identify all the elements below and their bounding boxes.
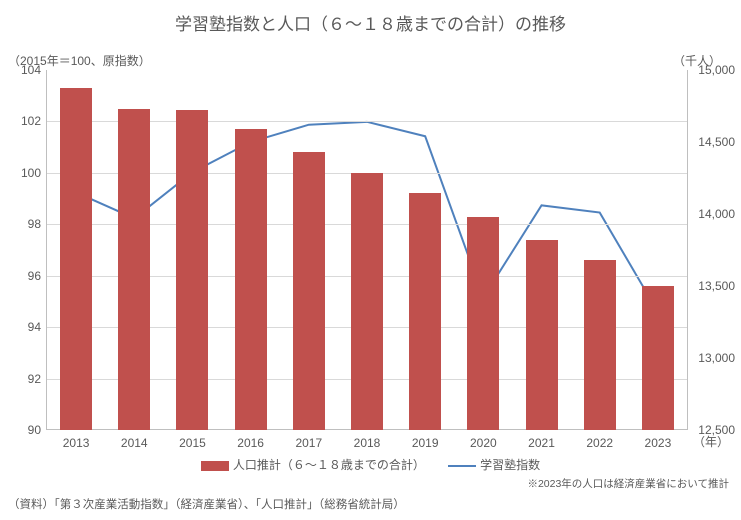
x-category-label: 2021	[513, 436, 571, 450]
y-tick-left: 90	[11, 424, 41, 436]
y-tick-right: 13,500	[691, 280, 735, 292]
y-tick-right: 12,500	[691, 424, 735, 436]
x-category-label: 2020	[454, 436, 512, 450]
bar	[176, 110, 208, 430]
y-tick-left: 92	[11, 373, 41, 385]
x-category-label: 2014	[105, 436, 163, 450]
y-tick-right: 14,500	[691, 136, 735, 148]
x-category-label: 2016	[222, 436, 280, 450]
bar	[642, 286, 674, 430]
bar	[526, 240, 558, 430]
legend: 人口推計（６～１８歳までの合計） 学習塾指数	[0, 456, 741, 473]
bar	[118, 109, 150, 430]
bar	[351, 173, 383, 430]
y-tick-right: 15,000	[691, 64, 735, 76]
y-tick-left: 102	[11, 115, 41, 127]
x-category-label: 2017	[280, 436, 338, 450]
y-tick-right: 13,000	[691, 352, 735, 364]
x-category-label: 2013	[47, 436, 105, 450]
footnote: ※2023年の人口は経済産業省において推計	[527, 476, 729, 491]
bar	[467, 217, 499, 430]
bar	[60, 88, 92, 430]
y-tick-left: 100	[11, 167, 41, 179]
y-tick-left: 98	[11, 218, 41, 230]
chart-container: 学習塾指数と人口（６～１８歳までの合計）の推移 （2015年＝100、原指数） …	[0, 0, 741, 520]
legend-swatch-bar	[201, 461, 229, 471]
y-tick-left: 94	[11, 321, 41, 333]
chart-title: 学習塾指数と人口（６～１８歳までの合計）の推移	[0, 10, 741, 35]
x-category-label: 2015	[163, 436, 221, 450]
x-category-label: 2018	[338, 436, 396, 450]
x-category-label: 2023	[629, 436, 687, 450]
y-tick-left: 96	[11, 270, 41, 282]
y-tick-right: 14,000	[691, 208, 735, 220]
source-text: （資料）「第３次産業活動指数」（経済産業省）、「人口推計」（総務省統計局）	[8, 496, 405, 512]
bar	[409, 193, 441, 430]
bar	[235, 129, 267, 430]
legend-label-bar: 人口推計（６～１８歳までの合計）	[233, 458, 425, 472]
legend-label-line: 学習塾指数	[480, 458, 540, 472]
x-category-label: 2022	[571, 436, 629, 450]
y-tick-left: 104	[11, 64, 41, 76]
plot-area: （年） 909294969810010210412,50013,00013,50…	[46, 70, 688, 430]
legend-swatch-line	[448, 465, 476, 467]
bar	[293, 152, 325, 430]
x-category-label: 2019	[396, 436, 454, 450]
bar	[584, 260, 616, 430]
